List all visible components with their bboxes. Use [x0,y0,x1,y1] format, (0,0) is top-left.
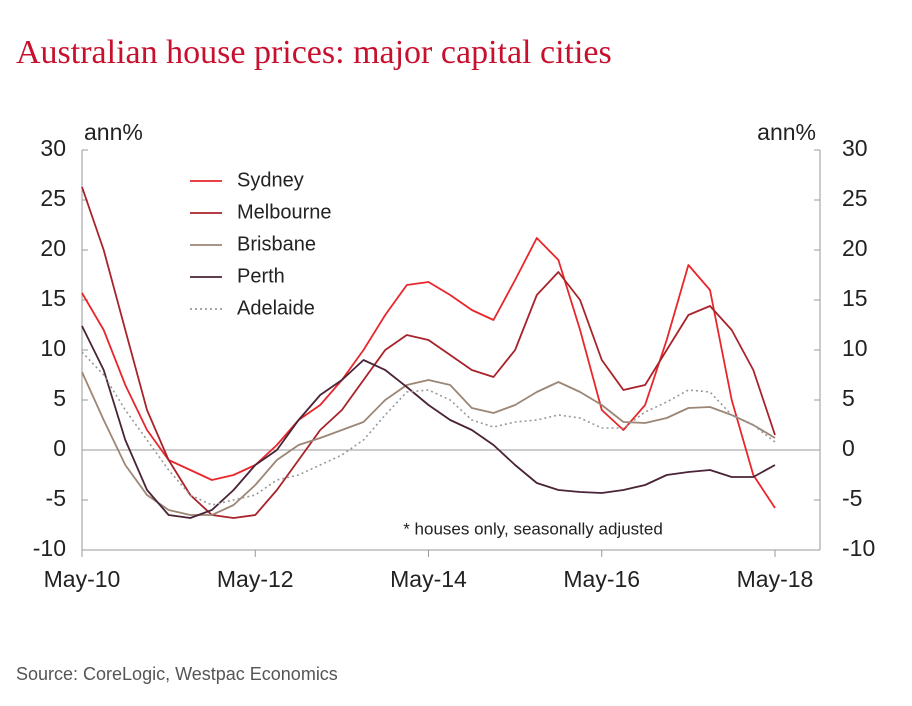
y2-tick-label: 5 [842,385,855,411]
y2-axis-label: ann% [757,119,816,145]
y2-tick-label: 15 [842,285,868,311]
y2-tick-label: 30 [842,135,868,161]
y-tick-label: 30 [40,135,66,161]
y2-tick-label: -10 [842,535,875,561]
series-line [81,351,776,506]
y2-tick-label: 0 [842,435,855,461]
x-tick-label: May-12 [217,566,294,592]
legend-label: Melbourne [237,201,332,223]
y-tick-label: 25 [40,185,66,211]
source: Source: CoreLogic, Westpac Economics [16,664,338,684]
legend-label: Brisbane [237,233,316,255]
y-tick-label: 10 [40,335,66,361]
y-axis-label: ann% [84,119,143,145]
legend-label: Perth [237,265,285,287]
chart-title: Australian house prices: major capital c… [16,34,612,71]
y2-tick-label: -5 [842,485,862,511]
series-line [81,186,776,519]
y2-tick-label: 25 [842,185,868,211]
y-tick-label: 5 [53,385,66,411]
series-line [81,371,776,516]
y-tick-label: 15 [40,285,66,311]
y-tick-label: 20 [40,235,66,261]
x-tick-label: May-16 [563,566,640,592]
y2-tick-label: 10 [842,335,868,361]
x-tick-label: May-18 [737,566,814,592]
annotation: * houses only, seasonally adjusted [403,519,663,538]
y-tick-label: -5 [46,485,66,511]
x-tick-label: May-14 [390,566,467,592]
legend-label: Sydney [237,169,304,191]
x-tick-label: May-10 [44,566,121,592]
y2-tick-label: 20 [842,235,868,261]
legend-label: Adelaide [237,297,315,319]
series-line [81,325,776,519]
y-tick-label: 0 [53,435,66,461]
series-line [81,237,776,509]
y-tick-label: -10 [33,535,66,561]
